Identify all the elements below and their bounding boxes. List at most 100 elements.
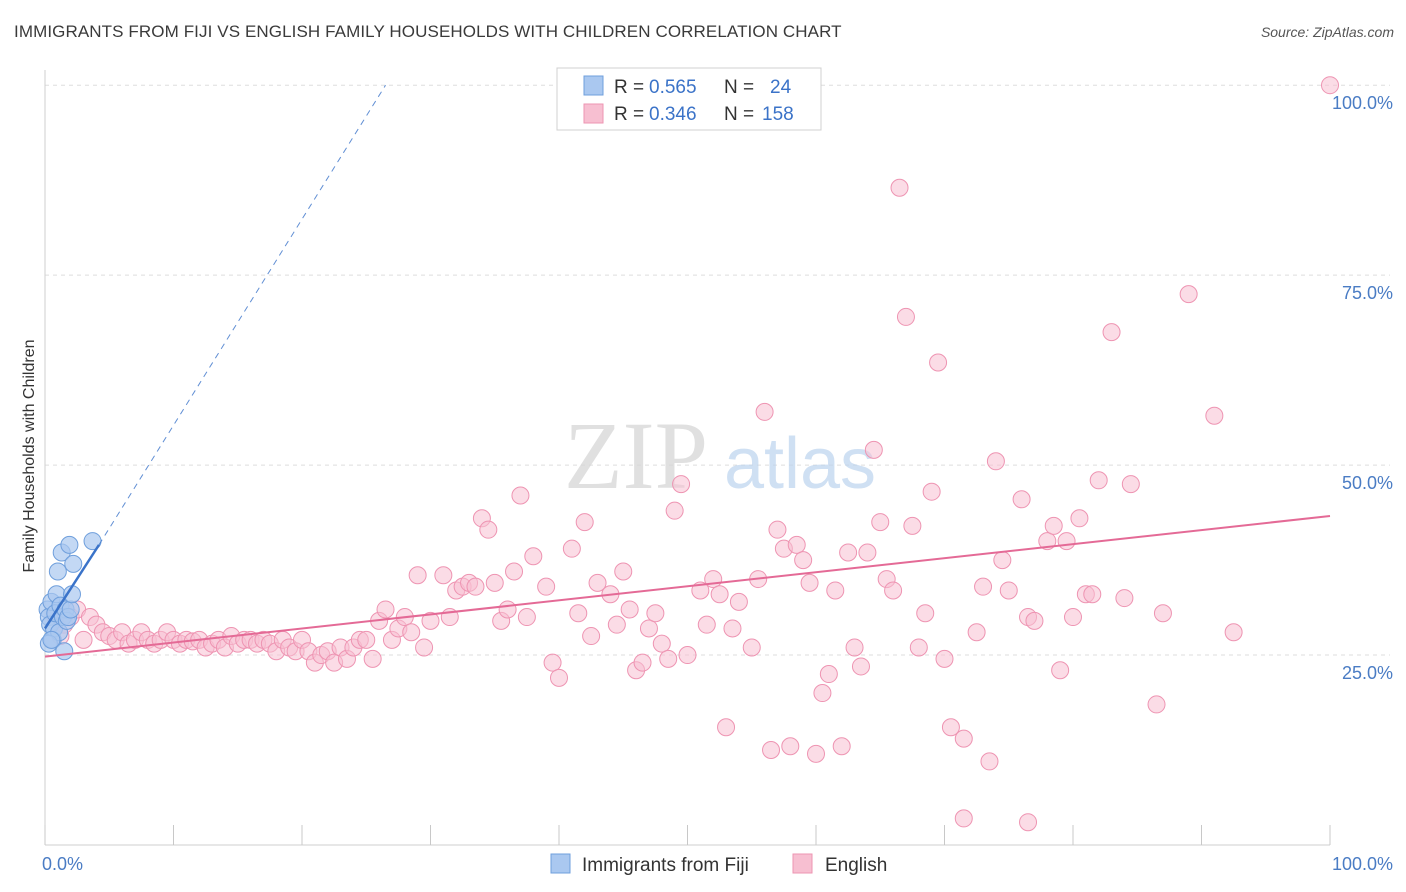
english-point: [665, 501, 684, 520]
fiji-points: [38, 532, 102, 661]
trend-lines: [43, 84, 1331, 658]
english-point: [1224, 623, 1243, 642]
english-point: [762, 741, 781, 760]
english-point: [974, 577, 993, 596]
english-point: [890, 178, 909, 197]
english-point: [376, 600, 395, 619]
english-point: [1115, 589, 1134, 608]
english-point: [819, 665, 838, 684]
english-point: [620, 600, 639, 619]
english-point: [723, 619, 742, 638]
english-point: [813, 684, 832, 703]
english-point: [402, 623, 421, 642]
legend-fiji-n-label: N =: [724, 77, 754, 98]
bottom-legend-fiji-label: Immigrants from Fiji: [582, 855, 749, 876]
english-point: [363, 649, 382, 668]
english-point: [524, 547, 543, 566]
english-point: [562, 539, 581, 558]
series-legend: Immigrants from Fiji English: [550, 853, 887, 876]
watermark-atlas: atlas: [724, 424, 876, 504]
english-point: [1102, 323, 1121, 342]
y-axis-label: Family Households with Children: [21, 340, 38, 573]
english-point: [826, 581, 845, 600]
english-point: [633, 653, 652, 672]
english-point: [479, 520, 498, 539]
english-point: [999, 581, 1018, 600]
english-point: [967, 623, 986, 642]
english-point: [498, 600, 517, 619]
english-points: [46, 76, 1339, 832]
english-point: [909, 638, 928, 657]
legend-fiji-r-value: 0.565: [649, 77, 697, 98]
english-point: [993, 551, 1012, 570]
english-point: [1025, 611, 1044, 630]
english-point: [652, 634, 671, 653]
english-point: [550, 668, 568, 687]
english-point: [1051, 661, 1070, 680]
english-point: [505, 562, 524, 581]
english-trend-line: [44, 515, 1331, 658]
english-point: [794, 551, 813, 570]
english-point: [421, 611, 440, 630]
english-point: [896, 307, 915, 326]
english-point: [1121, 475, 1140, 494]
english-point: [74, 630, 93, 649]
english-point: [864, 440, 883, 459]
english-point: [1147, 695, 1166, 714]
fiji-trend-line: [43, 544, 101, 630]
english-point: [1321, 76, 1339, 95]
legend-fiji-r-label: R =: [614, 77, 644, 98]
english-point: [768, 520, 787, 539]
english-point: [1019, 813, 1038, 832]
english-point: [742, 638, 761, 657]
english-point: [858, 543, 877, 562]
english-point: [717, 718, 736, 737]
english-point: [1044, 516, 1063, 535]
english-point: [1083, 585, 1102, 604]
english-point: [1179, 285, 1198, 304]
english-point: [929, 353, 948, 372]
english-point: [614, 562, 633, 581]
legend-fiji-swatch: [583, 75, 604, 96]
english-point: [1012, 490, 1031, 509]
english-point: [408, 566, 427, 585]
source-label: Source: ZipAtlas.com: [1260, 24, 1394, 40]
english-point: [672, 475, 691, 494]
english-point: [646, 604, 665, 623]
english-point: [839, 543, 858, 562]
english-point: [807, 744, 825, 763]
fiji-trend-extension: [98, 84, 386, 546]
watermark-zip: ZIP: [564, 402, 708, 509]
fiji-point: [42, 630, 61, 649]
english-point: [537, 577, 556, 596]
english-point: [941, 718, 960, 737]
english-point: [954, 809, 973, 828]
legend-english-n-value: 158: [762, 104, 794, 125]
english-point: [916, 604, 935, 623]
english-point: [884, 581, 903, 600]
english-point: [697, 615, 716, 634]
english-point: [543, 653, 562, 672]
y-tick-label-2: 75.0%: [1342, 283, 1393, 303]
english-point: [357, 630, 376, 649]
english-point: [511, 486, 530, 505]
bottom-legend-english-label: English: [825, 855, 887, 876]
x-tick-label-0: 0.0%: [42, 854, 83, 874]
english-point: [434, 566, 453, 585]
english-point: [575, 513, 594, 532]
english-point: [485, 573, 504, 592]
english-point: [1064, 608, 1082, 627]
english-point: [845, 638, 864, 657]
english-point: [415, 638, 434, 657]
fiji-point: [60, 535, 79, 554]
fiji-point: [48, 562, 67, 581]
english-point: [678, 646, 697, 665]
y-tick-label-3: 100.0%: [1332, 93, 1393, 113]
grid-lines: [45, 84, 1390, 656]
english-point: [659, 649, 678, 668]
legend-english-swatch: [583, 103, 604, 124]
english-point: [729, 592, 748, 611]
english-point: [588, 573, 607, 592]
english-point: [1153, 604, 1172, 623]
